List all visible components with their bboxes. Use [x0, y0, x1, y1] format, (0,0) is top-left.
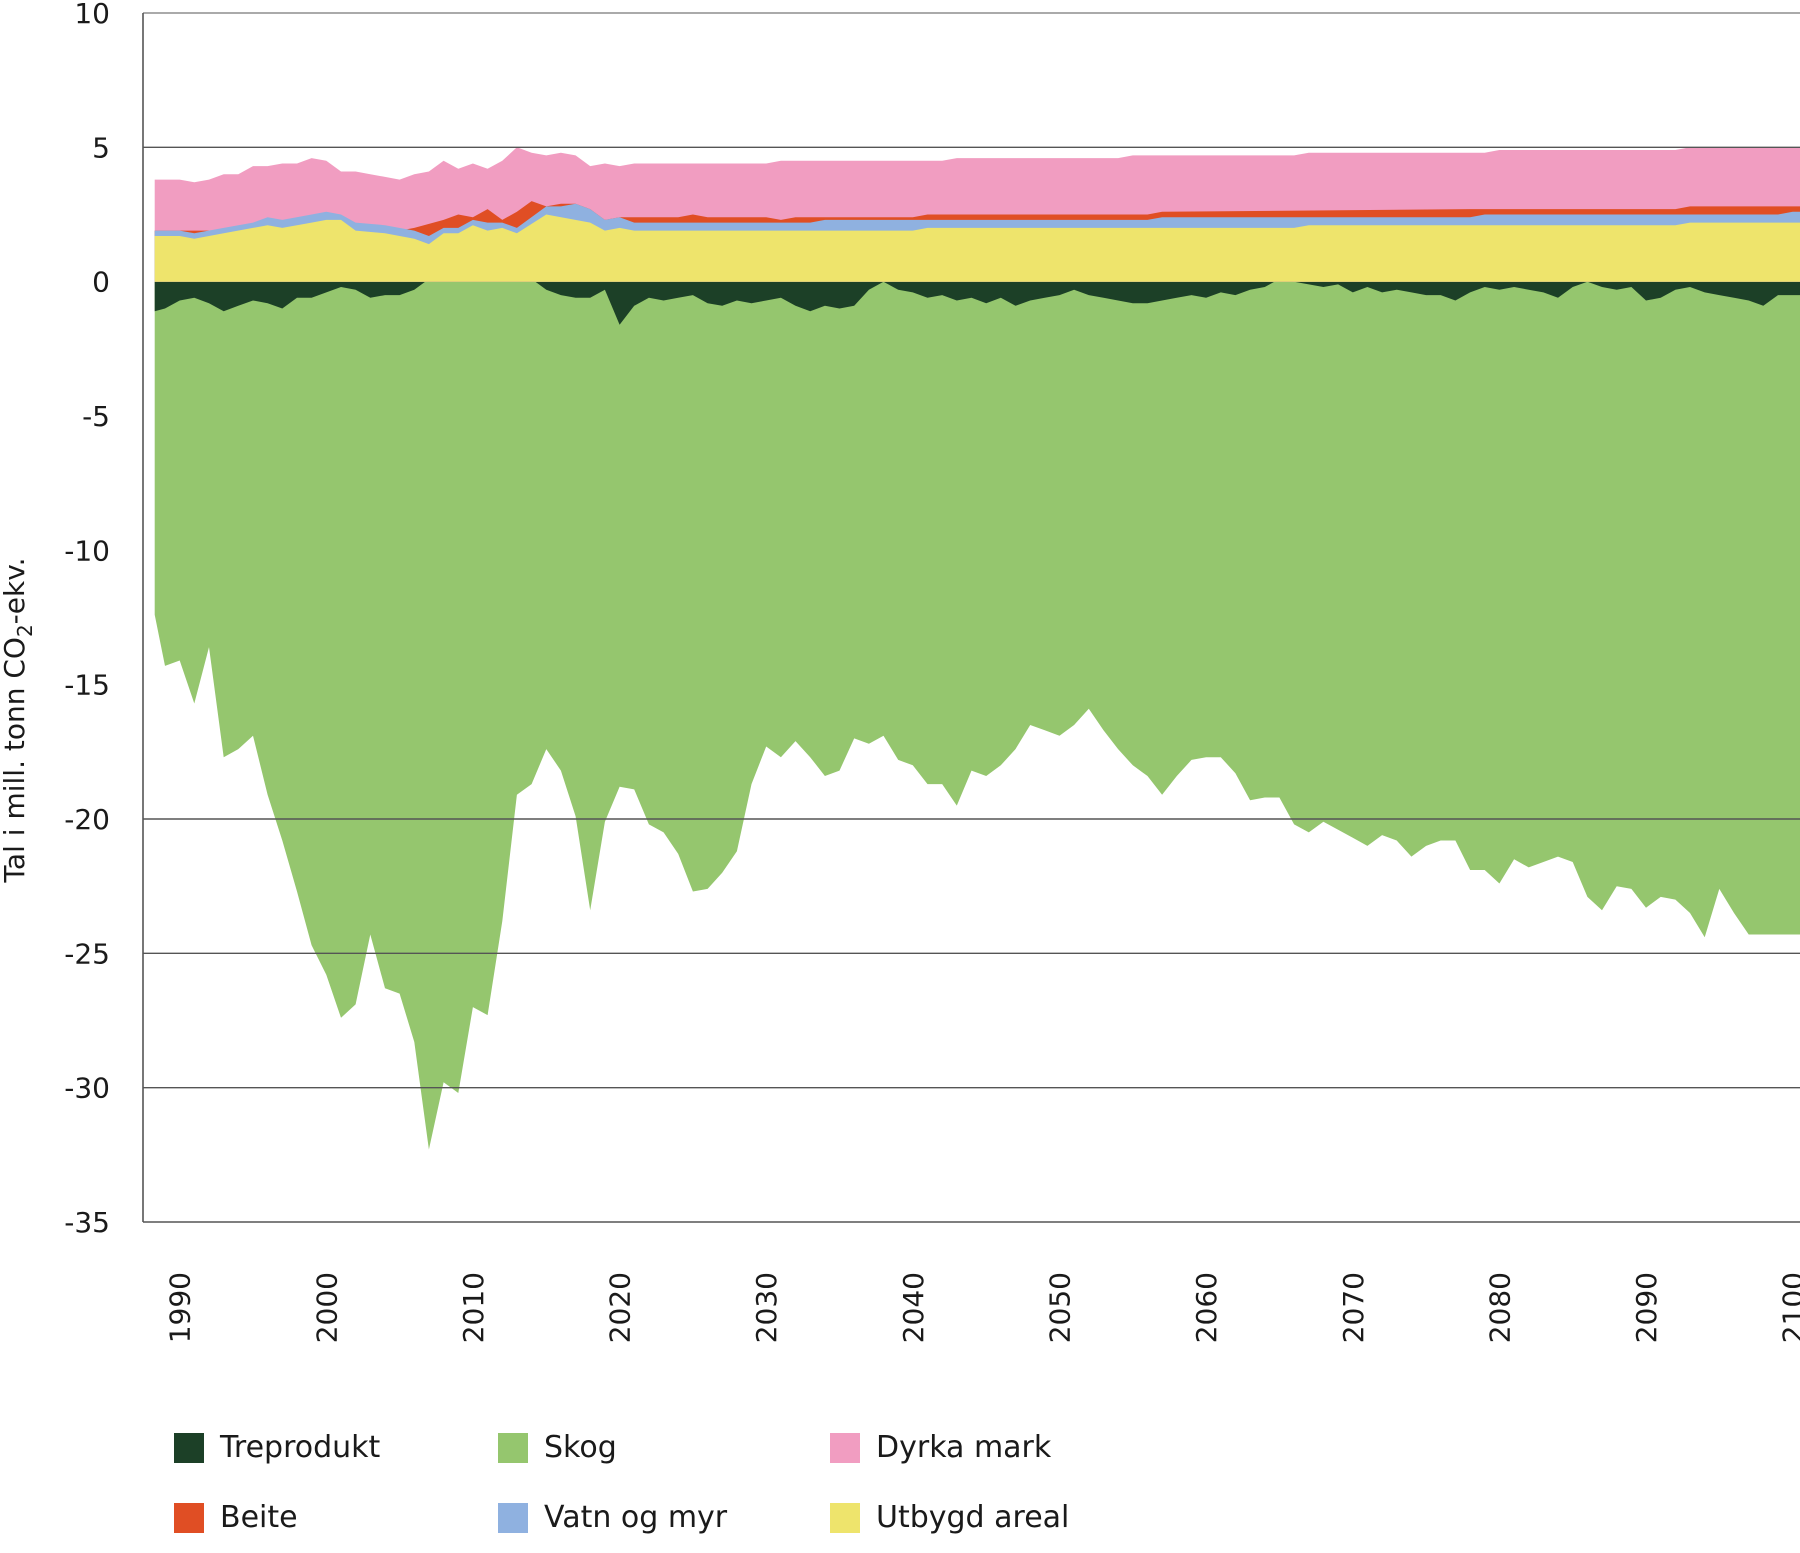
x-tick-label: 2050 [1043, 1272, 1076, 1343]
legend-swatch-utbygd-areal [830, 1502, 860, 1533]
legend-swatch-treprodukt [174, 1432, 204, 1463]
y-tick-label: -5 [82, 400, 110, 433]
x-tick-label: 1990 [164, 1272, 197, 1343]
y-tick-label: -30 [64, 1072, 110, 1105]
x-tick-label: 2010 [457, 1272, 490, 1343]
x-tick-label: 2080 [1483, 1272, 1516, 1343]
legend-label-utbygd-areal: Utbygd areal [876, 1500, 1070, 1535]
legend-swatch-vatn-og-myr [498, 1502, 528, 1533]
legend-item-treprodukt: Treprodukt [174, 1430, 380, 1465]
y-tick-label: -35 [64, 1206, 110, 1239]
chart-svg: 10 5 0 -5 -10 -15 -20 -25 -30 -35 1990 2000 2010 202… [0, 0, 1800, 1343]
area-treprodukt [154, 262, 1800, 325]
x-tick-label: 2030 [750, 1272, 783, 1343]
legend-swatch-beite [174, 1502, 204, 1533]
legend-label-vatn-og-myr: Vatn og myr [544, 1500, 728, 1535]
y-tick-label: -15 [64, 669, 110, 702]
y-axis-label: Tal i mill. tonn CO2-ekv. [0, 557, 37, 883]
legend-label-beite: Beite [220, 1500, 298, 1535]
area-skog [154, 281, 1800, 1150]
y-tick-label: 0 [92, 266, 110, 299]
gridlines [143, 146, 1800, 1089]
legend-label-skog: Skog [544, 1430, 617, 1465]
x-tick-label: 2000 [310, 1272, 343, 1343]
y-tick-label: -20 [64, 803, 110, 836]
legend-item-skog: Skog [498, 1430, 617, 1465]
x-tick-label: 2070 [1337, 1272, 1370, 1343]
legend-item-dyrka-mark: Dyrka mark [830, 1430, 1051, 1465]
legend-item-beite: Beite [174, 1500, 298, 1535]
legend-item-utbygd-areal: Utbygd areal [830, 1500, 1069, 1535]
y-tick-label: 5 [92, 131, 110, 164]
x-tick-label: 2090 [1630, 1272, 1663, 1343]
y-tick-label: 10 [74, 0, 110, 30]
legend-swatch-skog [498, 1432, 528, 1463]
y-tick-label: -10 [64, 534, 110, 567]
x-tick-labels: 1990 2000 2010 2020 2030 2040 2050 2060 2070 2080… [164, 1272, 1800, 1343]
x-tick-label: 2060 [1190, 1272, 1223, 1343]
x-tick-label: 2040 [897, 1272, 930, 1343]
x-tick-label: 2020 [604, 1272, 637, 1343]
y-tick-label: -25 [64, 937, 110, 970]
area-utbygd-areal [154, 214, 1800, 282]
legend-swatch-dyrka-mark [830, 1432, 860, 1463]
legend-label-dyrka-mark: Dyrka mark [876, 1430, 1052, 1465]
axes [142, 12, 1800, 1223]
legend-label-treprodukt: Treprodukt [220, 1430, 381, 1465]
y-tick-labels: 10 5 0 -5 -10 -15 -20 -25 -30 -35 [64, 0, 110, 1239]
area-layer [154, 147, 1800, 1150]
x-tick-label: 2100 [1777, 1272, 1800, 1343]
legend-item-vatn-og-myr: Vatn og myr [498, 1500, 727, 1535]
